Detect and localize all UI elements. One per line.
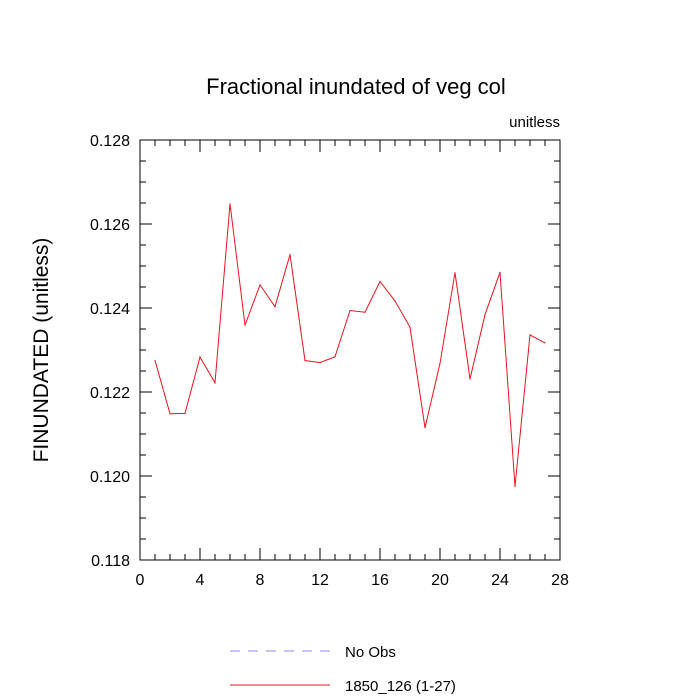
data-point — [304, 359, 306, 362]
x-tick-label: 0 — [136, 572, 145, 589]
data-point — [379, 280, 381, 283]
units-label: unitless — [509, 114, 560, 131]
data-point — [439, 362, 441, 365]
series-layer — [154, 203, 546, 488]
data-point — [529, 334, 531, 336]
y-tick-label: 0.120 — [90, 469, 130, 486]
data-point — [499, 271, 501, 273]
data-point — [259, 284, 261, 286]
legend-label-series: 1850_126 (1-27) — [345, 678, 456, 695]
data-point — [394, 300, 396, 302]
data-point — [319, 362, 321, 364]
data-point — [484, 314, 486, 316]
x-tick-label: 16 — [371, 572, 389, 589]
x-tick-label: 4 — [196, 572, 205, 589]
data-point — [364, 311, 366, 313]
data-point — [424, 427, 426, 429]
data-point — [349, 309, 351, 312]
x-tick-label: 28 — [551, 572, 569, 589]
plot-frame — [139, 139, 561, 561]
y-tick-label: 0.128 — [90, 133, 130, 150]
data-point — [184, 412, 186, 415]
data-point — [169, 413, 171, 415]
x-tick-label: 24 — [491, 572, 509, 589]
y-tick-label: 0.118 — [91, 553, 130, 570]
data-point — [409, 326, 411, 328]
data-point — [289, 254, 291, 256]
legend-label-no-obs: No Obs — [345, 644, 396, 661]
series-line — [154, 203, 546, 487]
data-point — [274, 306, 276, 308]
data-point — [154, 359, 156, 362]
legend: No Obs 1850_126 (1-27) — [230, 644, 456, 695]
data-point — [229, 203, 231, 205]
y-tick-label: 0.126 — [90, 217, 130, 234]
data-point — [214, 382, 216, 384]
x-tick-label: 8 — [256, 572, 265, 589]
data-point — [244, 324, 246, 326]
data-point — [454, 272, 456, 274]
y-axis-label: FINUNDATED (unitless) — [30, 238, 53, 463]
y-tick-label: 0.122 — [90, 385, 130, 402]
data-point — [199, 356, 201, 358]
y-tick-label: 0.124 — [90, 301, 130, 318]
x-tick-label: 20 — [431, 572, 449, 589]
chart-title: Fractional inundated of veg col — [206, 74, 506, 99]
data-point — [514, 485, 516, 488]
data-point — [334, 356, 336, 358]
axis-ticks: 0 4 8 12 16 20 24 28 0.118 0.120 0.122 0.124 0.126 0.… — [90, 133, 569, 589]
x-tick-label: 12 — [311, 572, 329, 589]
data-point — [544, 342, 546, 344]
data-point — [469, 378, 471, 380]
